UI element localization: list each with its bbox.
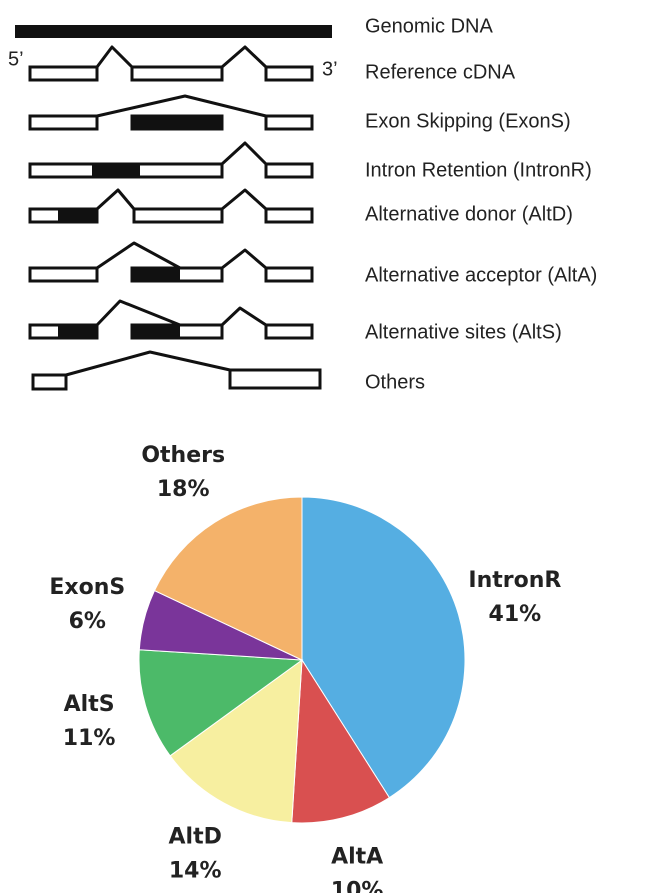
three-prime: 3’: [322, 58, 338, 80]
pie-slice: [291, 658, 391, 824]
slice-name: Others: [141, 443, 225, 468]
intron-retention: [28, 141, 314, 179]
reference: [28, 45, 314, 82]
alt-donor: [28, 188, 314, 224]
genomic-bar: [15, 25, 332, 38]
others: [31, 350, 322, 391]
slice-value: 11%: [63, 726, 116, 751]
slice-name: AltD: [169, 824, 222, 849]
row-label: Exon Skipping (ExonS): [365, 110, 571, 132]
slice-value: 18%: [157, 477, 210, 502]
row-label: Intron Retention (IntronR): [365, 159, 592, 181]
diagram: 5’ 3’: [8, 25, 338, 391]
slice-name: IntronR: [468, 568, 561, 593]
pie-slice: [138, 649, 304, 757]
row-label: Alternative acceptor (AltA): [365, 264, 597, 286]
row-label: Others: [365, 371, 425, 393]
slice-value: 14%: [169, 858, 222, 883]
alt-acceptor: [28, 241, 314, 283]
row-label: Reference cDNA: [365, 61, 516, 83]
row-label: Genomic DNA: [365, 15, 493, 37]
row-label: Alternative sites (AltS): [365, 321, 562, 343]
slice-name: AltS: [64, 692, 115, 717]
alt-sites: [28, 299, 314, 340]
slice-value: 10%: [331, 879, 384, 893]
slice-value: 41%: [489, 602, 542, 627]
exon-skipping: [28, 94, 314, 131]
slice-name: ExonS: [49, 575, 125, 600]
pie-slice: [301, 496, 466, 799]
pie-slice: [169, 658, 303, 824]
five-prime: 5’: [8, 48, 24, 70]
slice-name: AltA: [331, 845, 383, 870]
pie-slice: [153, 496, 303, 661]
row-label: Alternative donor (AltD): [365, 203, 573, 225]
slice-value: 6%: [69, 609, 106, 634]
